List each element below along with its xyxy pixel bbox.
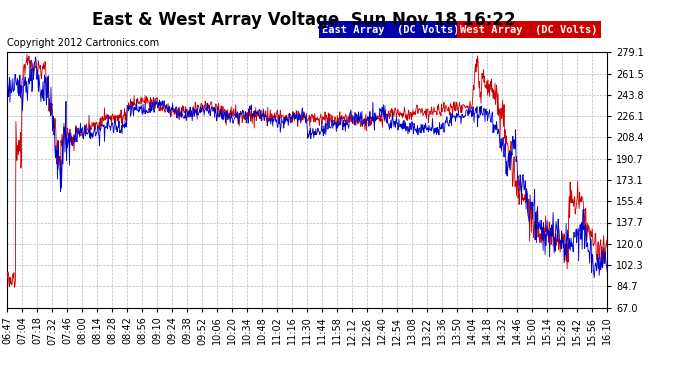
Text: West Array  (DC Volts): West Array (DC Volts) [460, 24, 598, 34]
Text: East & West Array Voltage  Sun Nov 18 16:22: East & West Array Voltage Sun Nov 18 16:… [92, 11, 515, 29]
Text: Copyright 2012 Cartronics.com: Copyright 2012 Cartronics.com [7, 38, 159, 48]
Text: East Array  (DC Volts): East Array (DC Volts) [322, 24, 460, 34]
